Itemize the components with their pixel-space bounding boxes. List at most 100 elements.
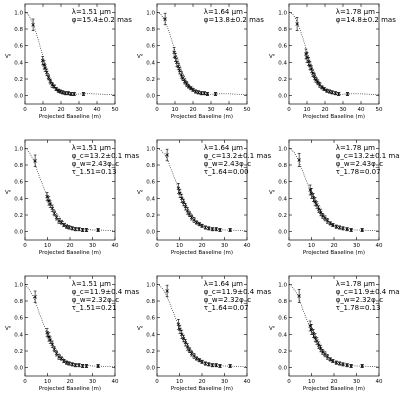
legend-line: τ_1.51=0.13	[72, 168, 117, 176]
legend-line: φ_c=13.2±0.1 mas	[204, 152, 272, 160]
point-marker	[308, 63, 312, 68]
point-marker	[52, 211, 56, 216]
y-tick-label: 0.4	[146, 60, 155, 66]
point-marker	[306, 59, 311, 64]
data-point	[309, 188, 314, 199]
point-marker	[96, 364, 100, 368]
x-tick-label: 0	[155, 243, 159, 249]
y-tick-label: 0.0	[278, 230, 287, 236]
point-marker	[84, 364, 89, 368]
data-point	[203, 225, 208, 230]
x-tick-label: 0	[23, 379, 27, 385]
point-marker	[66, 91, 70, 95]
point-marker	[295, 22, 299, 26]
point-marker	[325, 355, 330, 359]
y-tick-label: 0.4	[278, 332, 287, 338]
point-marker	[207, 362, 211, 367]
point-marker	[331, 359, 335, 363]
y-tick-label: 0.0	[14, 230, 23, 236]
data-point	[328, 221, 332, 226]
data-point	[72, 92, 76, 96]
point-marker	[311, 331, 316, 336]
point-marker	[165, 153, 169, 157]
point-marker	[57, 219, 61, 223]
x-axis-label: Projected Baseline (m)	[39, 250, 101, 256]
model-curve	[156, 284, 248, 368]
x-tick-label: 0	[287, 107, 291, 113]
legend-line: φ_c=11.9±0.4 mas	[204, 288, 272, 296]
x-axis-label: Projected Baseline (m)	[171, 114, 233, 120]
point-marker	[33, 159, 37, 163]
x-tick-label: 20	[331, 243, 338, 249]
legend-line: φ_w=2.32φ_c	[204, 296, 251, 304]
data-point	[45, 192, 49, 202]
data-point	[345, 227, 349, 232]
legend-line: τ_1.51=0.21	[72, 304, 117, 312]
point-marker	[96, 228, 100, 232]
legend-line: λ=1.78 μm	[336, 280, 375, 288]
legend-line: φ_c=11.9±0.4 mas	[72, 288, 140, 296]
data-point	[218, 364, 222, 368]
y-tick-label: 1.0	[14, 10, 23, 16]
data-point	[186, 84, 191, 89]
data-point	[311, 193, 316, 202]
data-point	[48, 336, 52, 344]
point-marker	[163, 17, 167, 21]
point-marker	[328, 357, 332, 362]
panel-2-3: 0 10 20 30 40 0.0 0.2 0.4 0.6 0.8 1.0 Projected Bas…	[269, 139, 400, 256]
legend-line: λ=1.78 μm	[336, 8, 375, 16]
data-point	[80, 364, 85, 368]
data-point	[179, 71, 184, 79]
y-tick-label: 0.0	[146, 366, 155, 372]
data-point	[360, 228, 364, 232]
data-point	[181, 198, 186, 207]
x-tick-label: 30	[221, 243, 228, 249]
data-point	[197, 358, 202, 363]
y-tick-label: 0.8	[278, 27, 287, 33]
data-point	[54, 350, 59, 357]
point-marker	[194, 220, 199, 225]
point-marker	[341, 362, 345, 367]
point-marker	[214, 363, 218, 367]
point-marker	[325, 88, 329, 93]
data-point	[45, 68, 49, 76]
data-point	[308, 61, 312, 71]
panel-2-1: 0 10 20 30 40 0.0 0.2 0.4 0.6 0.8 1.0 Projected Bas…	[5, 139, 140, 256]
point-marker	[349, 364, 353, 368]
x-tick-label: 30	[89, 243, 96, 249]
x-axis-label: Projected Baseline (m)	[303, 250, 365, 256]
point-marker	[80, 364, 85, 368]
y-tick-label: 0.6	[278, 316, 287, 322]
point-marker	[313, 199, 317, 204]
data-point	[207, 362, 211, 367]
y-tick-label: 0.6	[146, 180, 155, 186]
legend-line: τ_1.78=0.07	[336, 168, 381, 176]
point-marker	[70, 226, 74, 231]
y-tick-label: 1.0	[14, 146, 23, 152]
y-tick-label: 0.6	[14, 316, 23, 322]
legend-line: λ=1.64 μm	[204, 8, 243, 16]
data-point	[57, 354, 61, 360]
point-marker	[328, 221, 332, 226]
data-point	[203, 361, 208, 366]
data-point	[228, 364, 232, 368]
data-point	[50, 204, 54, 212]
legend-line: φ=15.4±0.2 mas	[72, 16, 132, 24]
data-point	[349, 364, 353, 368]
data-point	[96, 364, 100, 368]
data-point	[349, 228, 353, 232]
point-marker	[194, 356, 199, 361]
x-tick-label: 20	[331, 379, 338, 385]
point-marker	[316, 343, 321, 347]
legend-line: φ_w=2.43φ_c	[336, 160, 383, 168]
y-tick-label: 0.2	[278, 213, 287, 219]
point-marker	[64, 360, 69, 365]
point-marker	[308, 188, 312, 192]
model-curve	[24, 12, 116, 96]
data-point	[43, 64, 47, 72]
point-marker	[197, 222, 202, 226]
data-point	[73, 227, 78, 232]
y-tick-label: 0.8	[14, 299, 23, 305]
point-marker	[72, 92, 76, 96]
legend-line: φ_c=13.2±0.1 mas	[72, 152, 140, 160]
